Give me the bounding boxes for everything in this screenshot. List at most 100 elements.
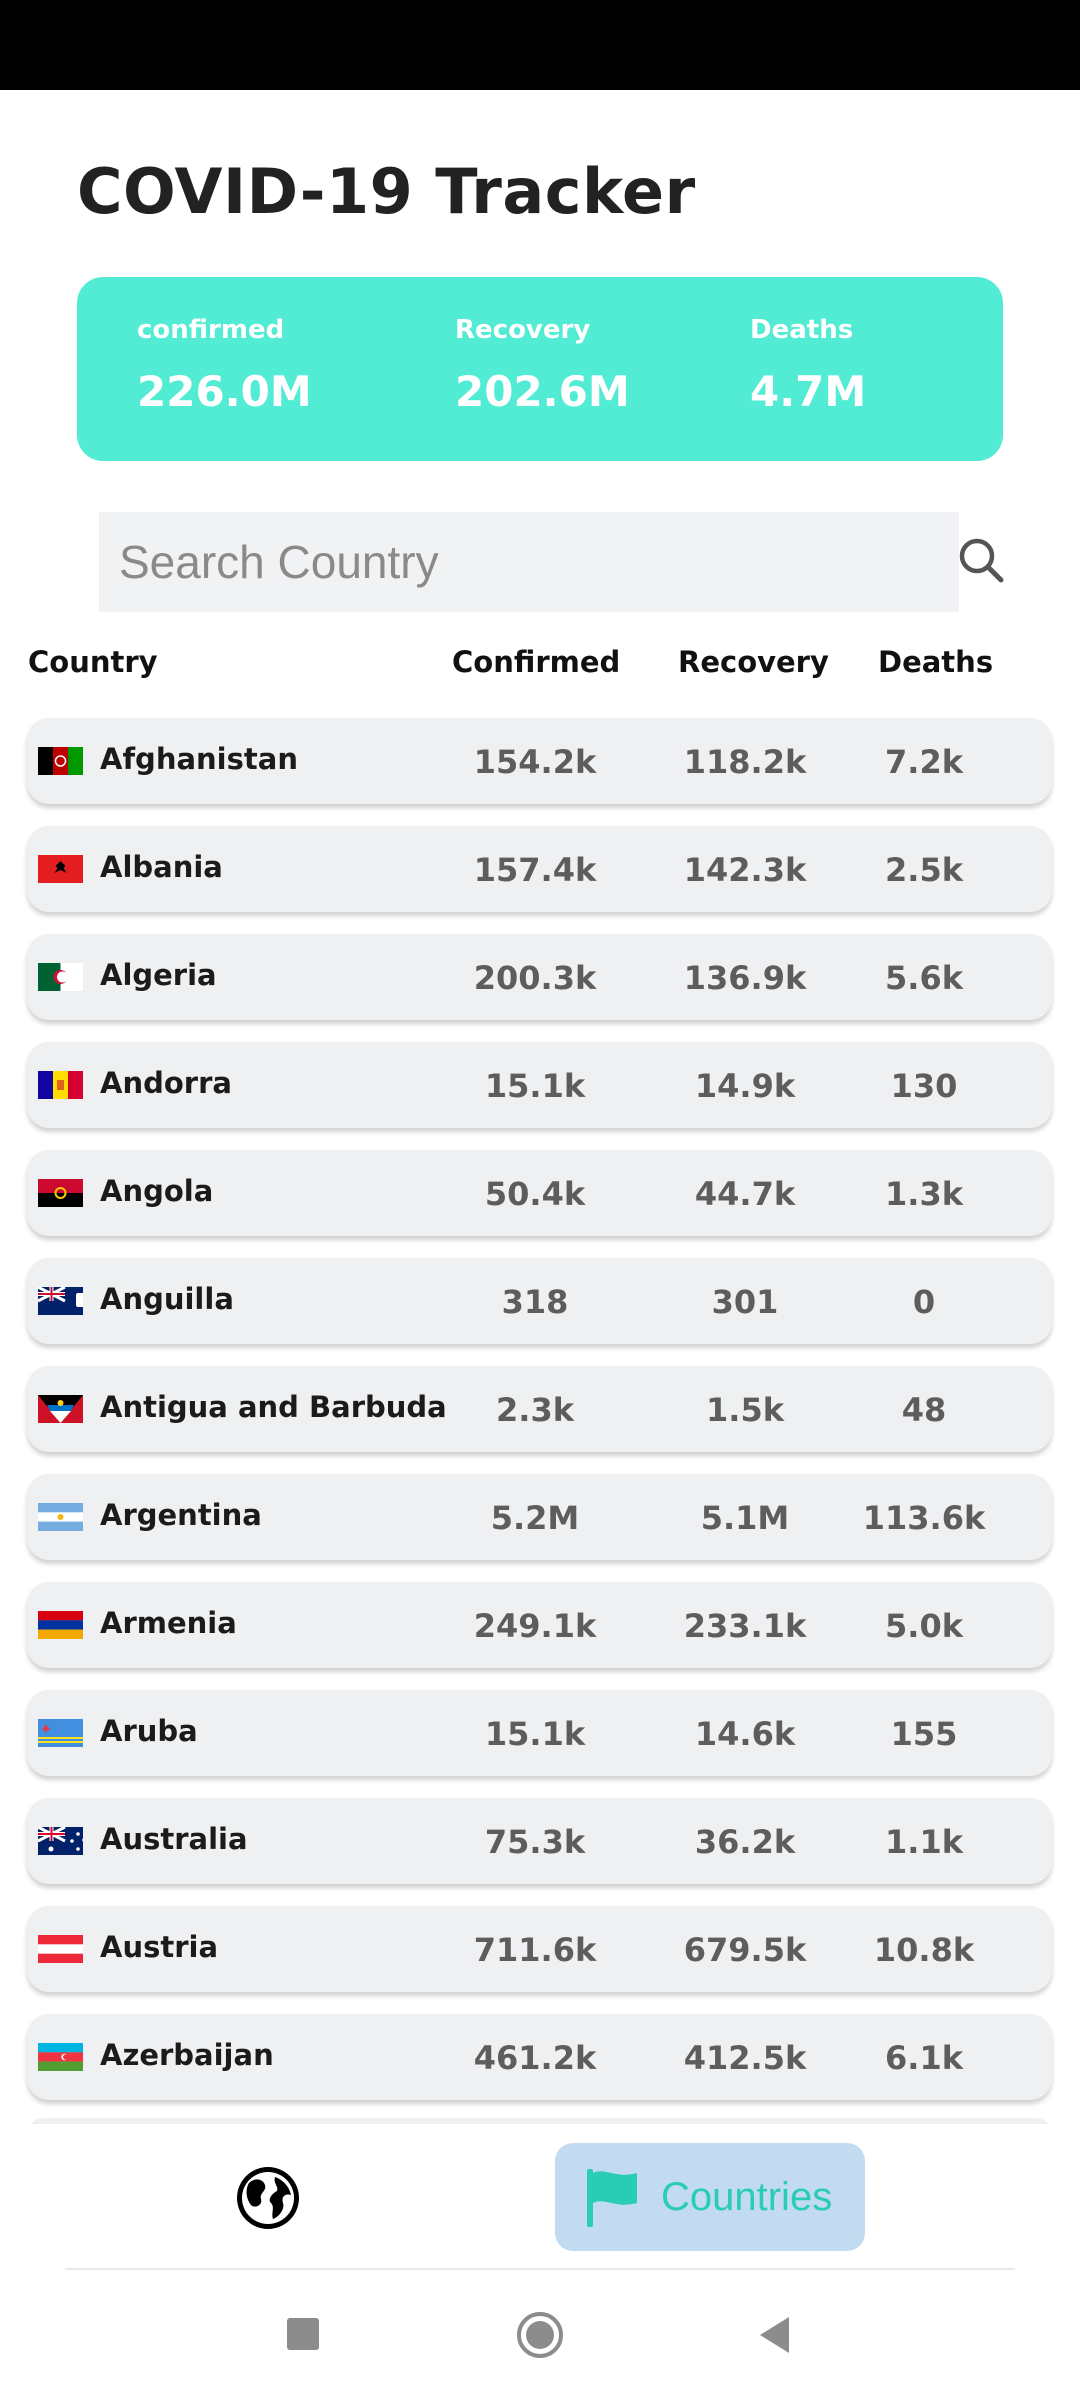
stat-confirmed-label: confirmed bbox=[137, 315, 285, 345]
column-header-recovery: Recovery bbox=[678, 645, 829, 679]
cell-deaths: 113.6k bbox=[862, 1499, 986, 1537]
cell-recovery: 36.2k bbox=[694, 1823, 796, 1861]
flag-argentina-icon bbox=[38, 1503, 83, 1531]
country-name: Andorra bbox=[100, 1066, 232, 1100]
cell-deaths: 5.0k bbox=[885, 1607, 963, 1645]
flag-albania-icon bbox=[38, 855, 83, 883]
bottom-nav bbox=[0, 2124, 1080, 2272]
nav-divider bbox=[65, 2268, 1015, 2270]
cell-recovery: 1.5k bbox=[706, 1391, 784, 1429]
country-name: Antigua and Barbuda bbox=[100, 1390, 447, 1424]
cell-confirmed: 461.2k bbox=[473, 2039, 597, 2077]
cell-recovery: 233.1k bbox=[683, 1607, 807, 1645]
cell-confirmed: 249.1k bbox=[473, 1607, 597, 1645]
cell-confirmed: 200.3k bbox=[473, 959, 597, 997]
stat-deaths-label: Deaths bbox=[750, 315, 854, 345]
cell-deaths: 5.6k bbox=[885, 959, 963, 997]
flag-aruba-icon bbox=[38, 1719, 83, 1747]
country-name: Aruba bbox=[100, 1714, 198, 1748]
country-name: Albania bbox=[100, 850, 223, 884]
country-name: Armenia bbox=[100, 1606, 237, 1640]
cell-recovery: 136.9k bbox=[683, 959, 807, 997]
table-row[interactable]: Anguilla 318 301 0 bbox=[27, 1258, 1052, 1344]
cell-confirmed: 15.1k bbox=[484, 1715, 586, 1753]
country-list: Afghanistan 154.2k 118.2k 7.2k Albania 1… bbox=[27, 718, 1052, 2122]
country-name: Afghanistan bbox=[100, 742, 298, 776]
flag-austria-icon bbox=[38, 1935, 83, 1963]
table-row[interactable]: Argentina 5.2M 5.1M 113.6k bbox=[27, 1474, 1052, 1560]
table-row[interactable]: Albania 157.4k 142.3k 2.5k bbox=[27, 826, 1052, 912]
cell-deaths: 7.2k bbox=[885, 743, 963, 781]
flag-afghanistan-icon bbox=[38, 747, 83, 775]
cell-recovery: 301 bbox=[711, 1283, 779, 1321]
stat-recovery-value: 202.6M bbox=[455, 367, 630, 416]
search-icon[interactable] bbox=[956, 535, 1006, 585]
cell-deaths: 6.1k bbox=[885, 2039, 963, 2077]
cell-deaths: 155 bbox=[890, 1715, 958, 1753]
cell-confirmed: 50.4k bbox=[484, 1175, 586, 1213]
flag-antigua-and-barbuda-icon bbox=[38, 1395, 83, 1423]
table-row[interactable]: Azerbaijan 461.2k 412.5k 6.1k bbox=[27, 2014, 1052, 2100]
cell-confirmed: 318 bbox=[501, 1283, 569, 1321]
column-header-confirmed: Confirmed bbox=[452, 645, 621, 679]
table-row[interactable]: Australia 75.3k 36.2k 1.1k bbox=[27, 1798, 1052, 1884]
countries-tab-label: Countries bbox=[661, 2175, 833, 2219]
flag-angola-icon bbox=[38, 1179, 83, 1207]
flag-anguilla-icon bbox=[38, 1287, 83, 1315]
country-name: Australia bbox=[100, 1822, 248, 1856]
summary-card: confirmed 226.0M Recovery 202.6M Deaths … bbox=[77, 277, 1003, 461]
cell-confirmed: 157.4k bbox=[473, 851, 597, 889]
status-bar bbox=[0, 0, 1080, 90]
home-icon[interactable] bbox=[515, 2310, 565, 2360]
stat-confirmed-value: 226.0M bbox=[137, 367, 312, 416]
cell-deaths: 1.3k bbox=[885, 1175, 963, 1213]
page-title: COVID-19 Tracker bbox=[77, 155, 696, 228]
cell-confirmed: 5.2M bbox=[490, 1499, 580, 1537]
cell-confirmed: 15.1k bbox=[484, 1067, 586, 1105]
table-row[interactable]: Angola 50.4k 44.7k 1.3k bbox=[27, 1150, 1052, 1236]
flag-algeria-icon bbox=[38, 963, 83, 991]
table-row[interactable]: Afghanistan 154.2k 118.2k 7.2k bbox=[27, 718, 1052, 804]
country-name: Austria bbox=[100, 1930, 219, 1964]
country-name: Algeria bbox=[100, 958, 217, 992]
cell-recovery: 142.3k bbox=[683, 851, 807, 889]
flag-australia-icon bbox=[38, 1827, 83, 1855]
cell-recovery: 5.1M bbox=[700, 1499, 790, 1537]
cell-deaths: 130 bbox=[890, 1067, 958, 1105]
cell-confirmed: 154.2k bbox=[473, 743, 597, 781]
recents-icon[interactable] bbox=[287, 2318, 319, 2350]
table-row[interactable]: Austria 711.6k 679.5k 10.8k bbox=[27, 1906, 1052, 1992]
stat-deaths: Deaths 4.7M bbox=[750, 315, 866, 416]
cell-recovery: 118.2k bbox=[683, 743, 807, 781]
search-input[interactable] bbox=[117, 534, 941, 590]
flag-andorra-icon bbox=[38, 1071, 83, 1099]
back-icon[interactable] bbox=[755, 2314, 795, 2356]
cell-deaths: 1.1k bbox=[885, 1823, 963, 1861]
cell-confirmed: 2.3k bbox=[496, 1391, 574, 1429]
country-name: Anguilla bbox=[100, 1282, 234, 1316]
country-name: Angola bbox=[100, 1174, 214, 1208]
stat-recovery-label: Recovery bbox=[455, 315, 591, 345]
country-name: Azerbaijan bbox=[100, 2038, 274, 2072]
table-row[interactable]: Aruba 15.1k 14.6k 155 bbox=[27, 1690, 1052, 1776]
stat-recovery: Recovery 202.6M bbox=[455, 315, 630, 416]
cell-recovery: 44.7k bbox=[694, 1175, 796, 1213]
cell-recovery: 14.9k bbox=[694, 1067, 796, 1105]
flag-armenia-icon bbox=[38, 1611, 83, 1639]
cell-deaths: 10.8k bbox=[873, 1931, 975, 1969]
cell-confirmed: 75.3k bbox=[484, 1823, 586, 1861]
globe-icon[interactable] bbox=[233, 2163, 303, 2233]
table-row[interactable]: Antigua and Barbuda 2.3k 1.5k 48 bbox=[27, 1366, 1052, 1452]
search-box bbox=[99, 512, 959, 612]
cell-recovery: 679.5k bbox=[683, 1931, 807, 1969]
table-row[interactable]: Andorra 15.1k 14.9k 130 bbox=[27, 1042, 1052, 1128]
column-header-deaths: Deaths bbox=[878, 645, 994, 679]
cell-recovery: 14.6k bbox=[694, 1715, 796, 1753]
table-row[interactable]: Armenia 249.1k 233.1k 5.0k bbox=[27, 1582, 1052, 1668]
cell-confirmed: 711.6k bbox=[473, 1931, 597, 1969]
table-row[interactable]: Algeria 200.3k 136.9k 5.6k bbox=[27, 934, 1052, 1020]
flag-azerbaijan-icon bbox=[38, 2043, 83, 2071]
cell-deaths: 0 bbox=[912, 1283, 936, 1321]
countries-tab-button[interactable]: Countries bbox=[555, 2143, 865, 2251]
stat-confirmed: confirmed 226.0M bbox=[137, 315, 312, 416]
